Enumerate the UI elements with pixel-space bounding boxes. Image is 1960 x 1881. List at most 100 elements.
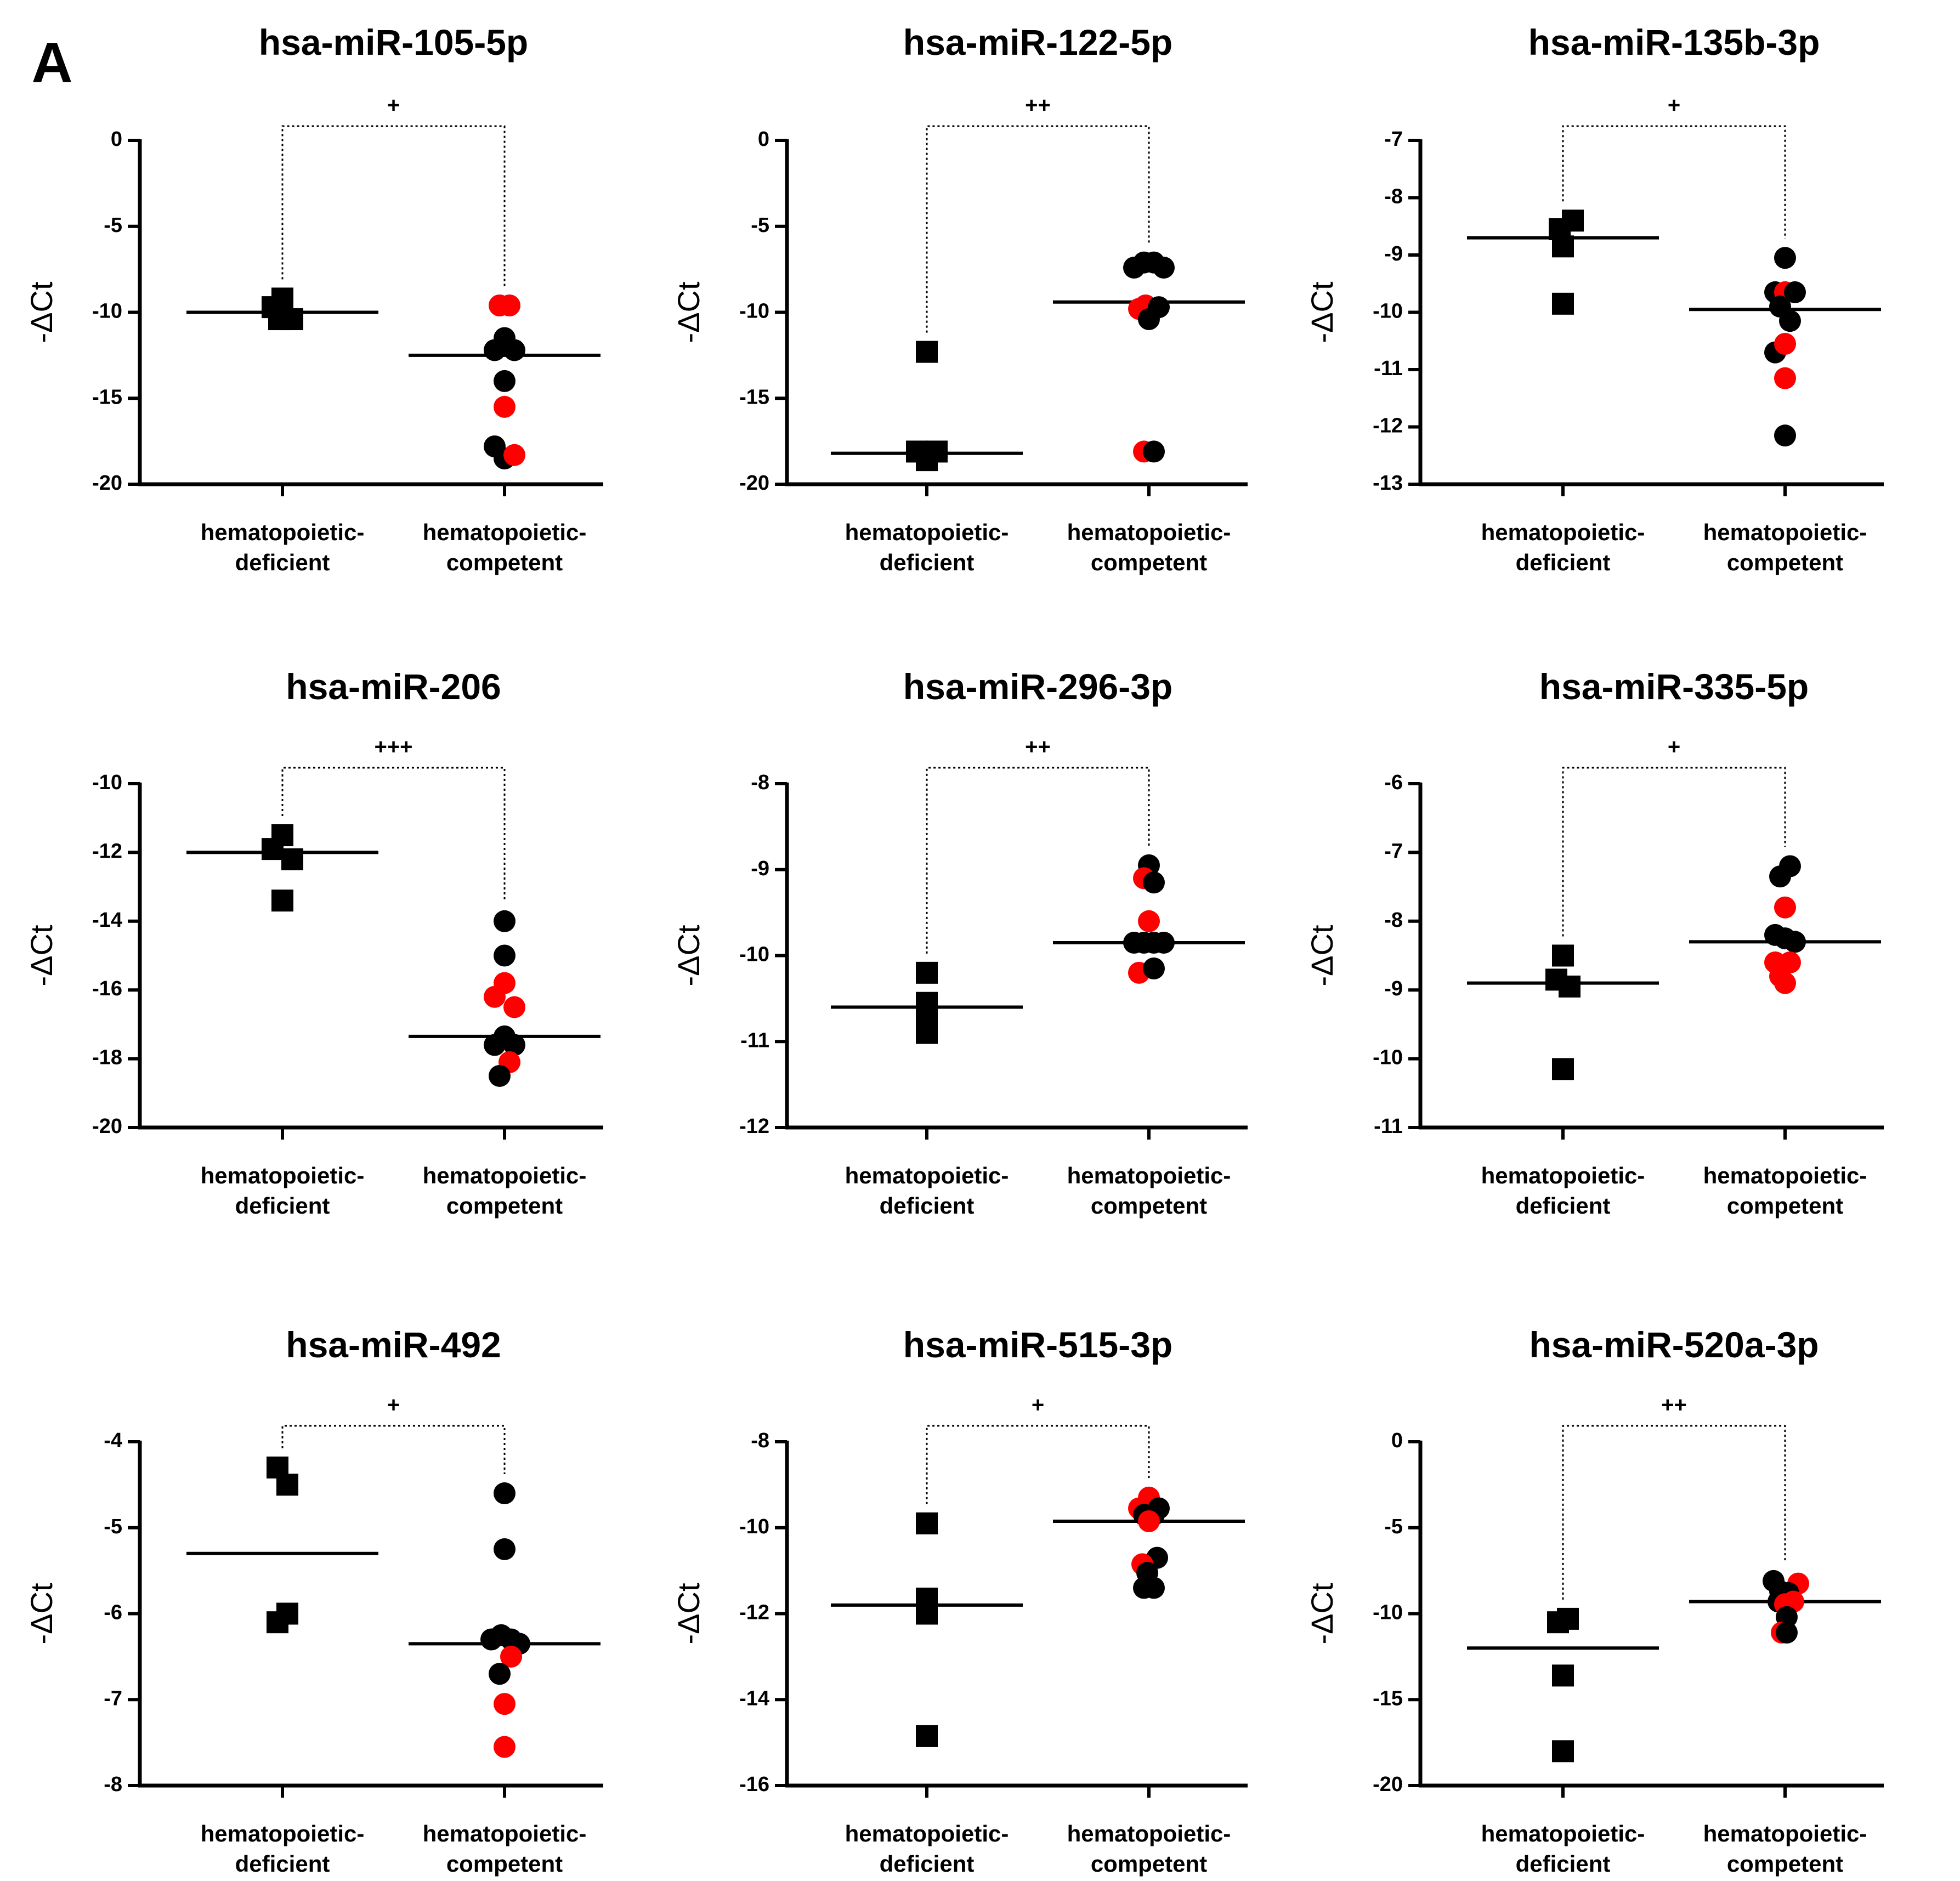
chart-title: hsa-miR-520a-3p xyxy=(1529,1324,1819,1365)
data-point-circle xyxy=(503,444,525,466)
y-tick-label: 0 xyxy=(1391,1429,1403,1452)
x-category-label-line1: hematopoietic- xyxy=(845,1163,1009,1188)
data-point-circle xyxy=(1143,871,1165,894)
data-point-square xyxy=(916,1602,938,1625)
y-axis-label: -ΔCt xyxy=(24,925,59,986)
data-point-square xyxy=(1552,235,1574,258)
chart-title: hsa-miR-105-5p xyxy=(259,22,529,63)
data-point-square xyxy=(1557,1607,1579,1630)
x-category-label-line2: competent xyxy=(1727,549,1843,575)
y-tick-label: -11 xyxy=(1374,1115,1403,1138)
x-category-label-line2: competent xyxy=(446,549,563,575)
data-point-square xyxy=(276,1474,298,1496)
x-category-label-line1: hematopoietic- xyxy=(1481,1821,1645,1846)
data-point-circle xyxy=(1143,958,1165,980)
y-tick-label: -9 xyxy=(1384,977,1403,1000)
x-category-label-line2: competent xyxy=(1091,549,1207,575)
data-point-circle xyxy=(494,1538,516,1560)
data-point-square xyxy=(916,1512,938,1534)
chart-title: hsa-miR-135b-3p xyxy=(1528,22,1820,63)
significance-marker: ++ xyxy=(1025,735,1051,759)
y-tick-label: -5 xyxy=(751,214,769,237)
y-tick-label: -18 xyxy=(92,1046,122,1069)
data-point-square xyxy=(1552,944,1574,967)
y-tick-label: -12 xyxy=(739,1115,769,1138)
data-point-circle xyxy=(484,339,506,361)
x-category-label-line2: deficient xyxy=(1516,1851,1611,1877)
data-point-square xyxy=(1552,1664,1574,1687)
data-point-circle xyxy=(1774,972,1796,994)
x-category-label-line1: hematopoietic- xyxy=(1067,519,1231,545)
y-tick-label: -15 xyxy=(1373,1687,1403,1710)
x-category-label-line2: deficient xyxy=(235,549,330,575)
x-category-label-line1: hematopoietic- xyxy=(1067,1821,1231,1846)
significance-bracket xyxy=(1562,1425,1786,1600)
y-axis-label: -ΔCt xyxy=(671,1583,706,1644)
y-axis-label: -ΔCt xyxy=(1305,925,1339,986)
y-tick-label: -20 xyxy=(1373,1773,1403,1796)
data-point-square xyxy=(281,848,303,870)
data-point-circle xyxy=(1143,440,1165,463)
x-category-label-line2: competent xyxy=(446,1851,563,1877)
data-point-square xyxy=(916,449,938,472)
x-category-label-line2: competent xyxy=(1727,1851,1843,1877)
y-tick-label: -12 xyxy=(739,1601,769,1624)
y-tick-label: -5 xyxy=(104,1515,122,1538)
x-category-label-line1: hematopoietic- xyxy=(423,1163,587,1188)
data-point-circle xyxy=(1143,1577,1165,1599)
y-axis-label: -ΔCt xyxy=(671,281,706,343)
data-point-circle xyxy=(489,1064,511,1087)
y-axis-label: -ΔCt xyxy=(24,1583,59,1644)
y-tick-label: -20 xyxy=(92,472,122,495)
x-category-label-line1: hematopoietic- xyxy=(1703,1821,1867,1846)
chart-title: hsa-miR-515-3p xyxy=(903,1324,1173,1365)
x-category-label-line2: deficient xyxy=(235,1193,330,1219)
y-tick-label: -14 xyxy=(739,1687,769,1710)
data-point-circle xyxy=(1138,1510,1160,1532)
x-category-label-line2: deficient xyxy=(880,549,975,575)
data-point-circle xyxy=(494,395,516,418)
data-point-square xyxy=(1552,1740,1574,1763)
y-tick-label: -16 xyxy=(92,977,122,1000)
y-tick-label: -8 xyxy=(104,1773,122,1796)
x-category-label-line2: deficient xyxy=(235,1851,330,1877)
significance-marker: + xyxy=(1668,735,1680,759)
y-tick-label: -8 xyxy=(751,771,769,794)
data-point-square xyxy=(1559,975,1581,998)
data-point-circle xyxy=(1774,896,1796,919)
data-point-circle xyxy=(1153,256,1175,279)
x-category-label-line1: hematopoietic- xyxy=(423,519,587,545)
y-tick-label: -15 xyxy=(739,386,769,409)
significance-bracket xyxy=(281,125,506,286)
x-category-label-line1: hematopoietic- xyxy=(423,1821,587,1846)
chart-title: hsa-miR-492 xyxy=(286,1324,501,1365)
panel-label: A xyxy=(31,31,72,95)
significance-marker: + xyxy=(387,93,400,117)
significance-marker: + xyxy=(1668,93,1680,117)
y-tick-label: -7 xyxy=(1384,840,1403,863)
chart-title: hsa-miR-296-3p xyxy=(903,666,1173,707)
chart-title: hsa-miR-206 xyxy=(286,666,501,707)
y-tick-label: -11 xyxy=(740,1029,769,1052)
y-tick-label: -13 xyxy=(1373,472,1403,495)
y-tick-label: -7 xyxy=(104,1687,122,1710)
significance-marker: ++ xyxy=(1025,93,1051,117)
significance-bracket xyxy=(926,125,1150,333)
y-tick-label: -10 xyxy=(92,771,122,794)
y-tick-label: -20 xyxy=(739,472,769,495)
y-tick-label: -10 xyxy=(92,300,122,323)
data-point-circle xyxy=(484,1034,506,1056)
y-tick-label: -7 xyxy=(1384,128,1403,151)
x-category-label-line2: competent xyxy=(1091,1851,1207,1877)
x-category-label-line1: hematopoietic- xyxy=(201,1821,365,1846)
data-point-circle xyxy=(503,1034,525,1056)
data-point-circle xyxy=(503,996,525,1018)
y-tick-label: -10 xyxy=(1373,1046,1403,1069)
y-axis-label: -ΔCt xyxy=(1305,281,1339,343)
data-point-square xyxy=(916,341,938,363)
x-category-label-line1: hematopoietic- xyxy=(1703,519,1867,545)
x-category-label-line1: hematopoietic- xyxy=(1481,1163,1645,1188)
data-point-square xyxy=(276,1602,298,1625)
x-category-label-line1: hematopoietic- xyxy=(1067,1163,1231,1188)
significance-marker: +++ xyxy=(374,735,412,759)
